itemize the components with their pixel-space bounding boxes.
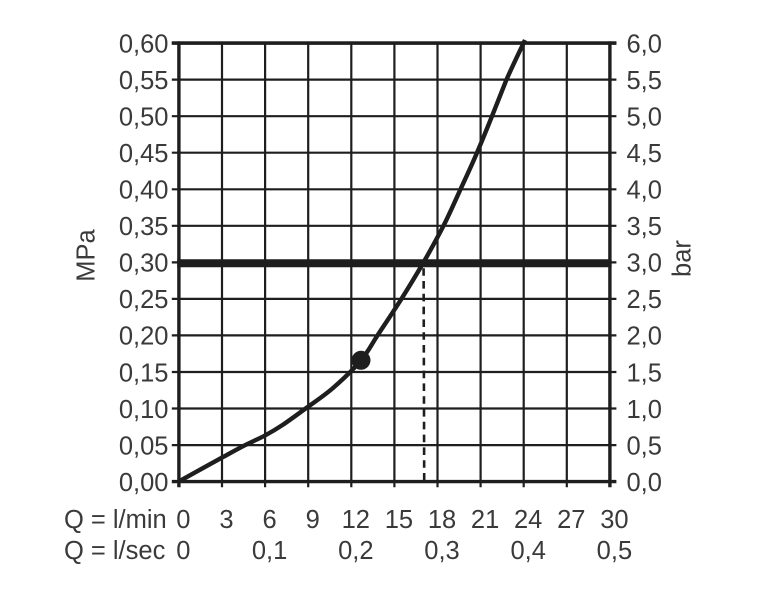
svg-text:bar: bar xyxy=(669,240,697,277)
svg-text:15: 15 xyxy=(385,506,413,534)
svg-text:0,45: 0,45 xyxy=(119,140,169,168)
svg-text:2,0: 2,0 xyxy=(627,323,662,351)
svg-text:0,3: 0,3 xyxy=(424,537,459,565)
svg-text:21: 21 xyxy=(471,506,499,534)
svg-text:1,0: 1,0 xyxy=(627,396,662,424)
svg-text:MPa: MPa xyxy=(73,228,101,281)
svg-text:0: 0 xyxy=(176,537,190,565)
svg-text:3: 3 xyxy=(219,506,233,534)
svg-text:2,5: 2,5 xyxy=(627,286,662,314)
svg-text:4,0: 4,0 xyxy=(627,177,662,205)
svg-text:0,20: 0,20 xyxy=(119,323,169,351)
svg-text:9: 9 xyxy=(306,506,320,534)
svg-text:12: 12 xyxy=(342,506,370,534)
svg-text:30: 30 xyxy=(600,506,628,534)
svg-text:0,35: 0,35 xyxy=(119,213,169,241)
svg-text:0,05: 0,05 xyxy=(119,432,169,460)
svg-text:0,50: 0,50 xyxy=(119,104,169,132)
svg-text:6,0: 6,0 xyxy=(627,30,662,58)
svg-text:0,15: 0,15 xyxy=(119,359,169,387)
svg-text:0,0: 0,0 xyxy=(627,469,662,497)
svg-text:0,4: 0,4 xyxy=(510,537,545,565)
svg-text:0,60: 0,60 xyxy=(119,30,169,58)
svg-text:0,2: 0,2 xyxy=(338,537,373,565)
svg-text:0,30: 0,30 xyxy=(119,250,169,278)
svg-text:0,10: 0,10 xyxy=(119,396,169,424)
svg-text:5,0: 5,0 xyxy=(627,104,662,132)
svg-text:3,5: 3,5 xyxy=(627,213,662,241)
svg-text:0,5: 0,5 xyxy=(627,432,662,460)
svg-text:4,5: 4,5 xyxy=(627,140,662,168)
svg-text:3,0: 3,0 xyxy=(627,250,662,278)
svg-text:5,5: 5,5 xyxy=(627,67,662,95)
svg-text:0,55: 0,55 xyxy=(119,67,169,95)
svg-text:Q = l/sec: Q = l/sec xyxy=(64,537,166,565)
svg-text:0,25: 0,25 xyxy=(119,286,169,314)
svg-text:18: 18 xyxy=(428,506,456,534)
svg-text:1,5: 1,5 xyxy=(627,359,662,387)
svg-text:6: 6 xyxy=(263,506,277,534)
svg-text:0,1: 0,1 xyxy=(252,537,287,565)
svg-text:24: 24 xyxy=(514,506,542,534)
svg-text:Q = l/min: Q = l/min xyxy=(64,506,167,534)
svg-text:0,00: 0,00 xyxy=(119,469,169,497)
svg-text:0: 0 xyxy=(176,506,190,534)
svg-text:0,40: 0,40 xyxy=(119,177,169,205)
svg-text:27: 27 xyxy=(557,506,585,534)
svg-text:0,5: 0,5 xyxy=(597,537,632,565)
